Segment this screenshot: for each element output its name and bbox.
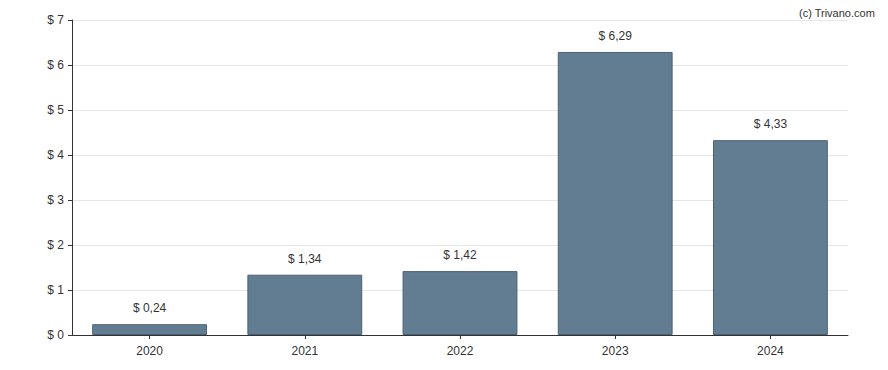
svg-text:$ 6,29: $ 6,29 — [599, 29, 633, 43]
svg-text:$ 0,24: $ 0,24 — [133, 301, 167, 315]
svg-text:2021: 2021 — [291, 344, 318, 358]
svg-text:$ 3: $ 3 — [47, 193, 64, 207]
svg-text:2023: 2023 — [602, 344, 629, 358]
svg-text:$ 1,42: $ 1,42 — [443, 248, 477, 262]
svg-text:$ 4,33: $ 4,33 — [754, 117, 788, 131]
svg-text:$ 7: $ 7 — [47, 13, 64, 27]
svg-text:(c) Trivano.com: (c) Trivano.com — [799, 7, 875, 19]
svg-text:$ 5: $ 5 — [47, 103, 64, 117]
svg-text:$ 6: $ 6 — [47, 58, 64, 72]
svg-text:$ 2: $ 2 — [47, 238, 64, 252]
svg-text:$ 1: $ 1 — [47, 283, 64, 297]
svg-text:$ 1,34: $ 1,34 — [288, 252, 322, 266]
svg-text:2022: 2022 — [447, 344, 474, 358]
svg-text:2024: 2024 — [757, 344, 784, 358]
svg-text:$ 4: $ 4 — [47, 148, 64, 162]
svg-text:$ 0: $ 0 — [47, 328, 64, 342]
svg-text:2020: 2020 — [136, 344, 163, 358]
